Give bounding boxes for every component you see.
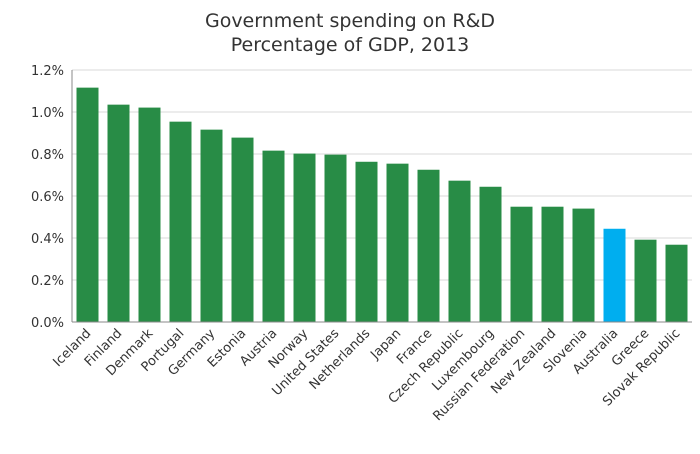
- bar-luxembourg: [479, 186, 502, 322]
- y-tick-label: 0.6%: [31, 190, 64, 205]
- bar-netherlands: [355, 161, 378, 322]
- y-tick-label: 1.2%: [31, 64, 64, 79]
- bar-australia: [603, 228, 626, 322]
- bar-germany: [200, 129, 223, 322]
- bar-japan: [386, 163, 409, 322]
- bar-greece: [634, 239, 657, 322]
- bar-france: [417, 169, 440, 322]
- bar-estonia: [231, 137, 254, 322]
- bar-iceland: [76, 87, 99, 322]
- bar-slovak-republic: [665, 244, 688, 322]
- bar-austria: [262, 150, 285, 322]
- y-tick-label: 1.0%: [31, 106, 64, 121]
- bar-slovenia: [572, 208, 595, 322]
- bar-norway: [293, 153, 316, 322]
- bar-denmark: [138, 107, 161, 322]
- bar-russian-federation: [510, 206, 533, 322]
- y-tick-label: 0.2%: [31, 274, 64, 289]
- chart-subtitle: Percentage of GDP, 2013: [231, 34, 470, 56]
- y-tick-label: 0.8%: [31, 148, 64, 163]
- bar-finland: [107, 104, 130, 323]
- bar-new-zealand: [541, 206, 564, 322]
- chart-title: Government spending on R&D: [205, 10, 495, 32]
- bar-united-states: [324, 154, 347, 322]
- y-tick-label: 0.4%: [31, 232, 64, 247]
- bar-czech-republic: [448, 180, 471, 322]
- y-tick-label: 0.0%: [31, 316, 64, 331]
- bar-portugal: [169, 121, 192, 322]
